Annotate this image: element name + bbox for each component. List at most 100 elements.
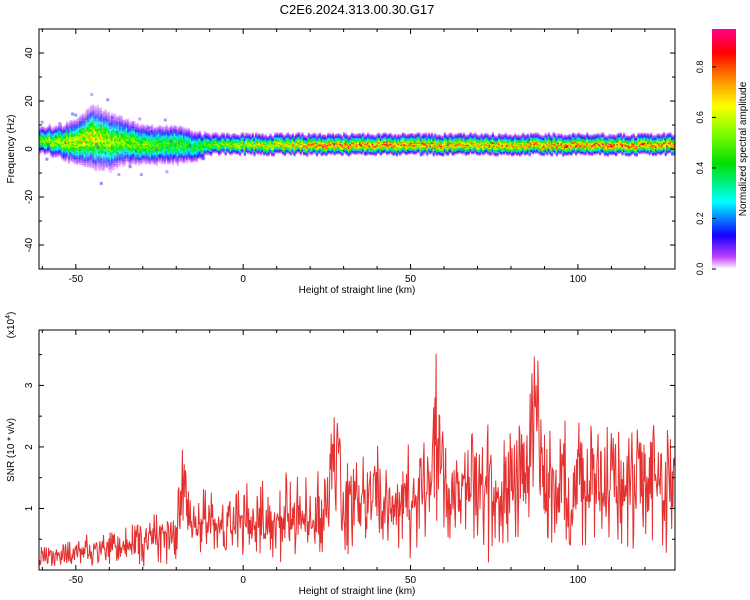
heatmap-cell	[165, 149, 168, 153]
heatmap-cell	[109, 158, 112, 161]
heatmap-cell	[72, 149, 75, 152]
heatmap-cell	[199, 155, 202, 158]
heatmap-cell	[125, 137, 128, 141]
heatmap-cell	[115, 137, 118, 140]
heatmap-cell	[125, 131, 128, 135]
heatmap-cell	[114, 115, 117, 118]
heatmap-cell	[151, 144, 154, 147]
heatmap-cell	[127, 153, 130, 157]
heatmap-cell	[56, 155, 59, 158]
heatmap-cell	[163, 149, 166, 153]
heatmap-cell	[200, 136, 203, 139]
heatmap-cell	[136, 136, 139, 140]
heatmap-cell	[103, 143, 106, 147]
heatmap-cell	[55, 155, 58, 158]
heatmap-cell	[189, 129, 192, 133]
heatmap-cell	[101, 138, 104, 142]
heatmap-cell	[147, 157, 150, 161]
heatmap-cell	[157, 156, 160, 159]
heatmap-cell	[75, 151, 78, 155]
heatmap-cell	[123, 135, 126, 139]
heatmap-cell	[117, 158, 120, 162]
heatmap-cell	[173, 127, 176, 131]
heatmap-cell	[135, 142, 138, 146]
heatmap-cell	[147, 130, 150, 134]
heatmap-cell	[61, 156, 64, 160]
heatmap-cell	[59, 125, 62, 129]
heatmap-cell	[231, 134, 234, 138]
heatmap-cell	[77, 145, 80, 148]
heatmap-cell	[107, 127, 110, 131]
heatmap-cell	[85, 146, 88, 150]
heatmap-cell	[91, 155, 94, 158]
heatmap-cell	[90, 114, 93, 117]
heatmap-cell	[106, 163, 109, 167]
heatmap-cell	[162, 129, 165, 132]
heatmap-cell	[194, 135, 197, 138]
heatmap-cell	[314, 132, 317, 136]
heatmap-cell	[107, 162, 110, 165]
heatmap-cell	[130, 129, 133, 133]
heatmap-cell	[162, 138, 165, 141]
spectrogram-heatmap	[39, 93, 675, 185]
heatmap-cell	[205, 132, 208, 135]
heatmap-cell	[111, 114, 114, 118]
heatmap-cell	[127, 139, 130, 143]
heatmap-cell	[95, 122, 98, 126]
heatmap-cell	[208, 135, 211, 139]
heatmap-cell	[104, 131, 107, 135]
heatmap-cell	[133, 141, 136, 145]
heatmap-cell	[77, 151, 80, 155]
heatmap-cell	[106, 149, 109, 152]
heatmap-cell	[67, 160, 70, 163]
heatmap-cell	[40, 126, 43, 129]
heatmap-cell	[203, 130, 206, 134]
heatmap-cell	[216, 134, 219, 138]
heatmap-cell	[72, 125, 75, 129]
heatmap-cell	[167, 131, 170, 134]
heatmap-cell	[123, 127, 126, 131]
heatmap-cell	[82, 129, 85, 132]
heatmap-cell	[109, 160, 112, 163]
heatmap-cell	[106, 118, 109, 122]
heatmap-cell	[168, 132, 171, 135]
heatmap-cell	[133, 126, 136, 130]
heatmap-cell	[135, 135, 138, 139]
heatmap-cell	[104, 146, 107, 149]
heatmap-cell	[130, 135, 133, 139]
heatmap-cell	[96, 165, 99, 169]
heatmap-cell	[109, 148, 112, 151]
heatmap-cell	[90, 135, 93, 138]
heatmap-cell	[184, 157, 187, 161]
heatmap-cell	[48, 150, 51, 153]
heatmap-cell	[120, 149, 123, 153]
heatmap-cell	[122, 161, 125, 164]
heatmap-cell	[143, 130, 146, 133]
heatmap-cell	[224, 138, 227, 141]
heatmap-cell	[192, 134, 195, 138]
heatmap-cell	[138, 157, 141, 161]
heatmap-cell	[135, 148, 138, 152]
heatmap-cell	[131, 143, 134, 146]
heatmap-cell	[79, 155, 82, 159]
heatmap-cell	[125, 123, 128, 127]
heatmap-cell	[69, 158, 72, 162]
heatmap-cell	[170, 134, 173, 137]
heatmap-cell	[154, 160, 157, 163]
heatmap-cell	[127, 121, 130, 124]
heatmap-cell	[75, 143, 78, 147]
heatmap-cell	[109, 134, 112, 137]
heatmap-cell	[120, 152, 123, 156]
heatmap-cell	[192, 132, 195, 136]
heatmap-cell	[133, 145, 136, 149]
heatmap-cell	[157, 145, 160, 149]
heatmap-cell	[168, 141, 171, 145]
heatmap-cell	[131, 140, 134, 143]
heatmap-cell	[213, 133, 216, 137]
heatmap-cell	[90, 124, 93, 128]
heatmap-cell	[138, 153, 141, 157]
heatmap-cell	[146, 152, 149, 155]
heatmap-cell	[72, 124, 75, 127]
heatmap-cell	[51, 131, 54, 135]
heatmap-cell	[173, 158, 176, 161]
